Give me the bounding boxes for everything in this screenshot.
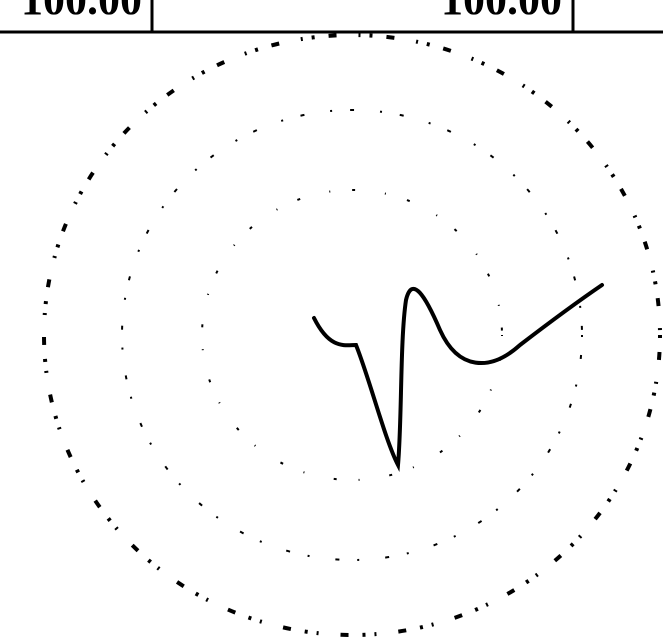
stamp-core-ring [201, 189, 503, 481]
signature [312, 283, 604, 473]
stamp-outer-ring [42, 33, 662, 637]
stamp-inner-ring [121, 109, 583, 561]
table-row: 100.00 100.00 [0, 0, 663, 34]
amount-cell: 100.00 [21, 0, 142, 24]
stamp [42, 33, 662, 637]
amount-cell: 100.00 [441, 0, 562, 24]
